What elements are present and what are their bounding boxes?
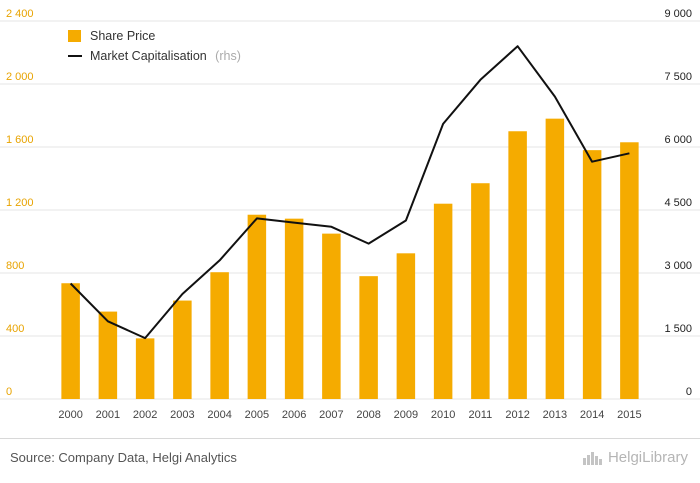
footer-divider [0, 438, 700, 439]
legend: Share Price Market Capitalisation (rhs) [68, 29, 241, 64]
share-price-bar-2009 [396, 253, 416, 399]
share-price-bar-2001 [98, 311, 118, 399]
x-axis-tick-label: 2002 [133, 409, 157, 421]
x-axis-tick-label: 2001 [96, 409, 120, 421]
svg-text:Market Capitalisation (r: Market Capitalisation (rhs) [90, 47, 241, 64]
right-axis-tick-label: 1 500 [664, 323, 692, 335]
share-price-bar-2015 [620, 142, 639, 399]
x-axis-tick-label: 2015 [617, 409, 641, 421]
x-axis-tick-label: 2000 [58, 409, 82, 421]
x-axis-tick-label: 2012 [505, 409, 529, 421]
share-price-bar-2003 [173, 300, 192, 399]
left-axis-tick-label: 1 600 [6, 134, 34, 146]
x-axis-tick-label: 2014 [580, 409, 604, 421]
x-axis-tick-label: 2003 [170, 409, 194, 421]
share-price-bar-2014 [582, 150, 602, 399]
right-axis-tick-label: 9 000 [664, 8, 692, 20]
market-cap-line [69, 45, 630, 340]
right-axis-tick-label: 6 000 [664, 134, 692, 146]
x-axis-tick-label: 2011 [469, 409, 493, 421]
share-price-bar-2006 [284, 218, 304, 399]
share-price-bar-2011 [471, 183, 490, 399]
share-price-bar-2000 [61, 283, 80, 399]
legend-label-market-cap: Market Capitalisation [90, 49, 207, 63]
share-price-bar-2005 [247, 214, 267, 399]
x-axis-tick-label: 2010 [431, 409, 455, 421]
left-axis-tick-label: 400 [6, 323, 24, 335]
left-axis-tick-label: 2 000 [6, 71, 34, 83]
x-axis-tick-label: 2013 [543, 409, 567, 421]
legend-note-rhs: (rhs) [215, 49, 241, 63]
left-axis-tick-label: 0 [6, 386, 12, 398]
share-price-bars [61, 118, 639, 400]
x-axis-ticks: 2000 2001 2002 2003 2004 2005 2006 2007 2008 2009… [58, 409, 641, 421]
x-axis-tick-label: 2007 [319, 409, 343, 421]
right-axis-tick-label: 0 [686, 386, 692, 398]
left-axis-tick-label: 1 200 [6, 197, 34, 209]
x-axis-tick-label: 2006 [282, 409, 306, 421]
legend-label-share-price: Share Price [90, 29, 155, 43]
share-price-bar-2013 [545, 118, 565, 400]
right-axis-tick-label: 7 500 [664, 71, 692, 83]
source-note: Source: Company Data, Helgi Analytics [10, 450, 237, 465]
market-cap-series-line [69, 45, 630, 340]
share-price-bar-2004 [210, 272, 229, 399]
share-price-bar-2002 [135, 338, 155, 399]
x-axis-tick-label: 2009 [394, 409, 418, 421]
right-axis-ticks: 0 1 500 3 000 4 500 6 000 7 500 9 000 [664, 8, 692, 398]
left-axis-tick-label: 2 400 [6, 8, 34, 20]
x-axis-tick-label: 2008 [356, 409, 380, 421]
helgi-logo-icon [582, 451, 602, 465]
right-axis-tick-label: 3 000 [664, 260, 692, 272]
share-price-bar-2008 [359, 276, 378, 399]
chart: 0 400 800 1 200 1 600 2 000 2 400 0 1 500 3 000 4… [0, 8, 700, 421]
brand: HelgiLibrary [582, 449, 688, 466]
brand-name: HelgiLibrary [607, 449, 688, 466]
left-axis-tick-label: 800 [6, 260, 24, 272]
right-axis-tick-label: 4 500 [664, 197, 692, 209]
legend-swatch-share-price [68, 30, 81, 42]
x-axis-tick-label: 2004 [207, 409, 231, 421]
x-axis-tick-label: 2005 [245, 409, 269, 421]
share-price-bar-2012 [508, 131, 527, 399]
share-price-bar-2007 [322, 233, 341, 399]
left-axis-ticks: 0 400 800 1 200 1 600 2 000 2 400 [6, 8, 34, 398]
share-price-bar-2010 [433, 203, 453, 399]
